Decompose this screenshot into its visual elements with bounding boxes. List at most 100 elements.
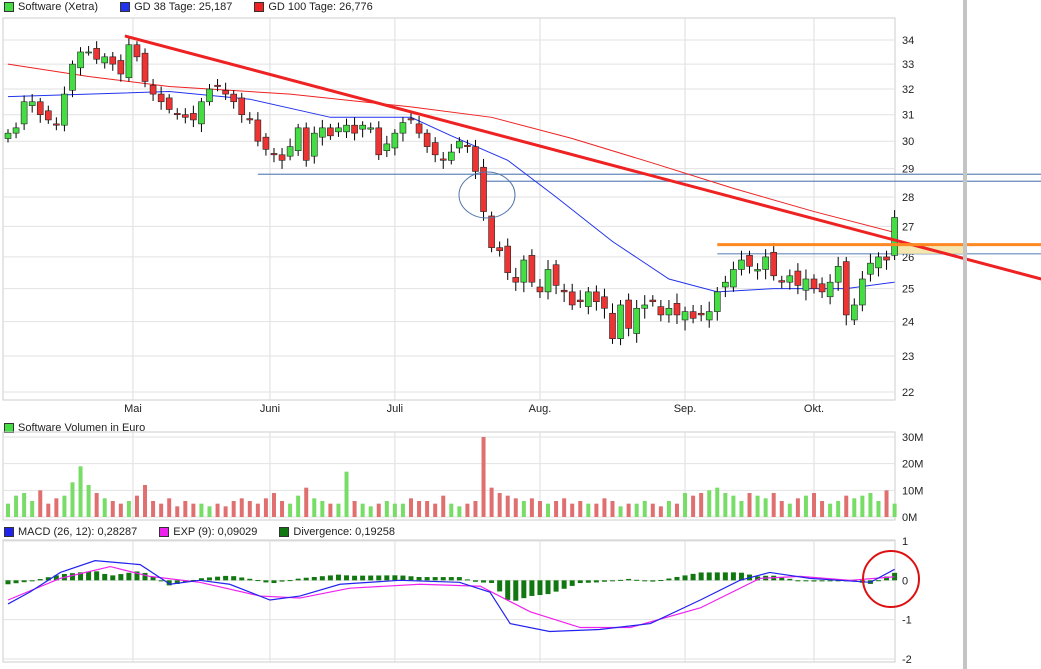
volume-tick-label: 20M — [902, 459, 923, 471]
candle-body — [198, 101, 205, 125]
candle-body — [576, 299, 584, 302]
divergence-bar — [577, 580, 583, 584]
candle-body — [859, 278, 866, 306]
divergence-bar — [344, 575, 350, 581]
candle-body — [439, 158, 447, 161]
candle-body — [431, 142, 439, 156]
volume-bar — [521, 501, 526, 517]
divergence-bar — [158, 580, 164, 582]
candle-body — [649, 299, 657, 302]
legend-exp: EXP (9): 0,09029 — [173, 526, 258, 538]
candle-body — [343, 124, 350, 133]
candle-body — [85, 51, 92, 54]
volume-bar — [707, 490, 712, 517]
divergence-bar — [795, 580, 801, 582]
divergence-bar — [311, 576, 317, 581]
divergence-bar — [102, 573, 108, 581]
volume-bar — [594, 503, 599, 517]
candle-body — [834, 266, 842, 283]
panel-frame-1 — [2, 431, 896, 521]
divergence-bar — [13, 580, 19, 584]
volume-bar — [674, 503, 679, 517]
candle-body — [109, 56, 117, 65]
divergence-bar — [674, 576, 680, 581]
candle-body — [117, 60, 125, 75]
volume-bar — [360, 503, 365, 517]
candle-body — [601, 296, 608, 309]
candle-body — [69, 63, 76, 91]
volume-bar — [14, 495, 19, 517]
candle-body — [61, 93, 68, 126]
volume-bar — [465, 503, 470, 517]
divergence-bar — [634, 579, 640, 581]
candle-body — [206, 88, 213, 103]
divergence-bar — [714, 572, 720, 581]
candle-body — [568, 291, 576, 306]
volume-bar — [489, 487, 494, 517]
volume-bar — [368, 506, 373, 517]
candle-body — [560, 289, 568, 293]
divergence-bar — [416, 576, 422, 581]
divergence-bar — [223, 575, 229, 581]
volume-bar — [763, 498, 768, 517]
divergence-bar — [69, 573, 75, 581]
price-tick-label: 34 — [902, 35, 914, 47]
candle-body — [593, 291, 600, 302]
divergence-bar — [134, 571, 140, 581]
candle-body — [270, 153, 278, 156]
volume-bar — [473, 501, 478, 517]
volume-bar — [409, 498, 413, 517]
volume-bar — [586, 503, 591, 517]
volume-bar — [223, 506, 228, 517]
volume-bar — [215, 503, 220, 517]
volume-bar — [691, 495, 696, 517]
legend-volume: Software Volumen in Euro — [18, 422, 146, 434]
candle-body — [730, 269, 737, 288]
volume-bar — [86, 485, 91, 517]
volume-bar — [38, 490, 43, 517]
volume-bar — [554, 501, 559, 517]
candle-body — [850, 304, 858, 321]
candle-body — [625, 299, 632, 329]
panel-frame-2 — [2, 539, 896, 663]
volume-bar — [650, 503, 655, 517]
divergence-bar — [537, 580, 543, 596]
candle-body — [407, 118, 415, 121]
candle-body — [310, 132, 318, 157]
macd-highlight-circle — [862, 550, 920, 608]
volume-bar — [731, 495, 736, 517]
divergence-bar — [456, 577, 462, 581]
volume-bar — [860, 495, 865, 517]
price-legend: Software (Xetra) GD 38 Tage: 25,187 GD 1… — [4, 1, 373, 13]
candle-body — [867, 262, 874, 275]
volume-bar — [159, 503, 164, 517]
price-tick-label: 22 — [902, 387, 914, 399]
divergence-bar — [601, 580, 607, 582]
candle-body — [754, 269, 761, 272]
volume-bar — [876, 501, 881, 517]
volume-bar — [255, 503, 260, 517]
candle-body — [165, 97, 173, 110]
candle-body — [520, 259, 528, 283]
divergence-bar — [835, 580, 841, 582]
candle-body — [391, 132, 399, 149]
candle-body — [617, 304, 624, 339]
volume-bar — [271, 493, 276, 517]
candle-body — [786, 275, 794, 283]
divergence-bar — [755, 576, 761, 581]
volume-bar — [54, 498, 59, 517]
candle-body — [609, 312, 616, 339]
volume-bar — [457, 506, 462, 517]
candle-body — [12, 127, 20, 134]
candle-body — [746, 255, 753, 267]
volume-bar — [110, 501, 115, 517]
divergence-bar — [682, 575, 688, 581]
divergence-bar — [303, 577, 309, 581]
volume-bar — [779, 501, 784, 517]
candle-body — [214, 84, 221, 87]
volume-bar — [683, 493, 688, 517]
divergence-bar — [610, 580, 615, 582]
volume-bar — [723, 493, 728, 517]
candle-body — [641, 304, 649, 309]
